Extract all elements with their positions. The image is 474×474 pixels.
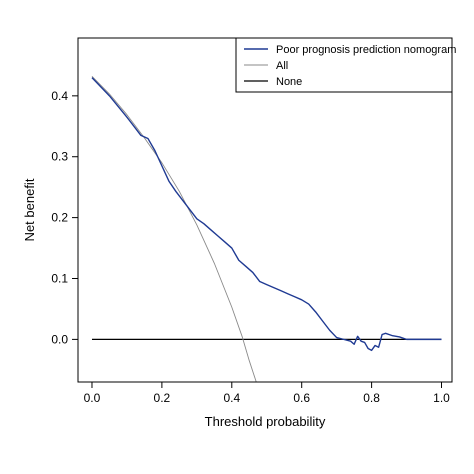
legend: Poor prognosis prediction nomogram All Non…	[235, 37, 456, 93]
y-axis: 0.0 0.1 0.2 0.3 0.4	[51, 89, 78, 346]
x-tick-label: 0.4	[223, 391, 240, 405]
y-tick-label: 0.1	[51, 271, 68, 285]
legend-label: None	[276, 76, 302, 88]
y-tick-label: 0.0	[51, 332, 68, 346]
x-tick-label: 0.2	[154, 391, 171, 405]
y-axis-title: Net benefit	[22, 178, 37, 241]
y-tick-label: 0.3	[51, 150, 68, 164]
x-axis-title: Threshold probability	[205, 414, 326, 429]
x-tick-label: 0.8	[363, 391, 380, 405]
series-line-poor-prognosis-prediction-nomogram	[91, 77, 442, 352]
y-tick-label: 0.4	[51, 89, 68, 103]
legend-label: Poor prognosis prediction nomogram	[276, 44, 456, 56]
x-axis: 0.0 0.2 0.4 0.6 0.8 1.0	[84, 382, 450, 405]
y-tick-label: 0.2	[51, 211, 68, 225]
legend-label: All	[276, 60, 288, 72]
x-tick-label: 0.0	[84, 391, 101, 405]
x-tick-label: 1.0	[433, 391, 450, 405]
legend-box	[235, 37, 453, 93]
series-layer	[91, 76, 442, 382]
x-tick-label: 0.6	[293, 391, 310, 405]
